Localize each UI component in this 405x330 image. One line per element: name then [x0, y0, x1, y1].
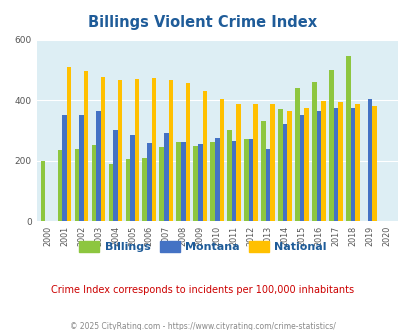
Bar: [40, 161, 45, 221]
Bar: [371, 107, 376, 221]
Bar: [198, 144, 202, 221]
Bar: [193, 146, 198, 221]
Bar: [265, 148, 270, 221]
Bar: [231, 141, 236, 221]
Bar: [328, 70, 333, 221]
Text: Billings Violent Crime Index: Billings Violent Crime Index: [88, 15, 317, 30]
Bar: [270, 104, 274, 221]
Bar: [62, 115, 67, 221]
Bar: [134, 79, 139, 221]
Bar: [214, 138, 219, 221]
Bar: [333, 108, 337, 221]
Bar: [367, 99, 371, 221]
Bar: [287, 111, 291, 221]
Bar: [345, 56, 350, 221]
Bar: [147, 143, 151, 221]
Bar: [96, 111, 100, 221]
Bar: [244, 139, 248, 221]
Bar: [75, 148, 79, 221]
Bar: [130, 135, 134, 221]
Legend: Billings, Montana, National: Billings, Montana, National: [75, 237, 330, 257]
Bar: [164, 133, 168, 221]
Text: © 2025 CityRating.com - https://www.cityrating.com/crime-statistics/: © 2025 CityRating.com - https://www.city…: [70, 322, 335, 330]
Bar: [92, 146, 96, 221]
Bar: [58, 150, 62, 221]
Bar: [337, 102, 342, 221]
Bar: [227, 130, 231, 221]
Bar: [219, 99, 224, 221]
Bar: [100, 77, 105, 221]
Bar: [113, 130, 117, 221]
Bar: [294, 88, 299, 221]
Bar: [282, 124, 287, 221]
Bar: [67, 67, 71, 221]
Bar: [316, 111, 320, 221]
Bar: [83, 71, 88, 221]
Bar: [202, 91, 207, 221]
Bar: [79, 115, 83, 221]
Bar: [151, 78, 156, 221]
Bar: [248, 139, 253, 221]
Bar: [176, 143, 181, 221]
Bar: [117, 81, 122, 221]
Bar: [185, 82, 190, 221]
Bar: [260, 121, 265, 221]
Bar: [354, 104, 359, 221]
Text: Crime Index corresponds to incidents per 100,000 inhabitants: Crime Index corresponds to incidents per…: [51, 285, 354, 295]
Bar: [142, 157, 147, 221]
Bar: [311, 82, 316, 221]
Bar: [304, 108, 308, 221]
Bar: [125, 159, 130, 221]
Bar: [236, 104, 241, 221]
Bar: [108, 164, 113, 221]
Bar: [168, 81, 173, 221]
Bar: [320, 101, 325, 221]
Bar: [210, 143, 214, 221]
Bar: [299, 115, 304, 221]
Bar: [277, 109, 282, 221]
Bar: [253, 104, 257, 221]
Bar: [350, 108, 354, 221]
Bar: [159, 147, 164, 221]
Bar: [181, 142, 185, 221]
